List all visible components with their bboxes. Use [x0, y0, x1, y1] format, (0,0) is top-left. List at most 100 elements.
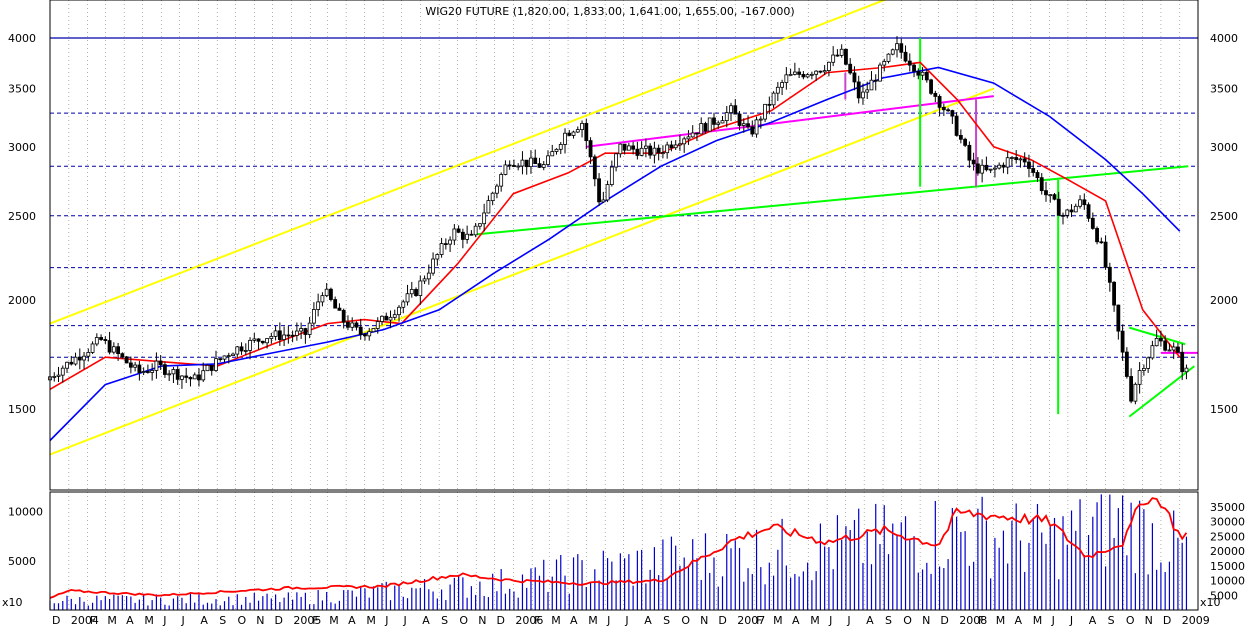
candle-body — [1163, 340, 1168, 351]
candle-body — [333, 299, 338, 309]
candle-body — [294, 330, 299, 336]
y-tick-label-right: 3500 — [1210, 83, 1238, 96]
x-tick-label: M — [551, 614, 561, 627]
candle-body — [792, 71, 797, 75]
candle-body — [512, 165, 516, 167]
candle-body — [141, 371, 146, 373]
candle-body — [375, 321, 380, 329]
volume-tick-left: 5000 — [8, 555, 36, 568]
x-tick-label: A — [792, 614, 800, 627]
volume-tick-right: 35000 — [1210, 501, 1245, 514]
candle-body — [1112, 281, 1116, 306]
y-tick-label-left: 2500 — [8, 210, 36, 223]
price-panel-border — [49, 0, 1199, 491]
candle-body — [682, 138, 687, 145]
candle-body — [626, 145, 631, 151]
x-tick-label: M — [329, 614, 339, 627]
candle-body — [741, 123, 746, 126]
candle-body — [448, 239, 452, 245]
volume-tick-right: 30000 — [1210, 516, 1245, 529]
candle-body — [729, 105, 733, 114]
x-tick-label: D — [940, 614, 948, 627]
x-tick-label: J — [606, 614, 610, 627]
x-tick-label: 2006 — [515, 614, 543, 627]
volume-tick-right: 25000 — [1210, 530, 1245, 543]
moving-average-line — [49, 61, 1181, 390]
candle-body — [248, 339, 252, 351]
x-tick-label: 2008 — [959, 614, 987, 627]
x-tick-label: A — [126, 614, 134, 627]
trend-line — [49, 0, 888, 325]
x-tick-label: J — [828, 614, 832, 627]
candle-body — [1120, 330, 1125, 353]
x-tick-label: N — [256, 614, 264, 627]
candle-body — [588, 140, 593, 158]
candle-body — [963, 138, 968, 146]
trend-line — [1129, 326, 1186, 346]
candle-body — [171, 369, 176, 375]
candle-body — [716, 122, 721, 125]
x-tick-label: F — [90, 614, 96, 627]
candle-body — [784, 74, 789, 83]
candle-body — [495, 185, 499, 194]
volume-tick-right: 5000 — [1210, 589, 1238, 602]
candle-body — [307, 322, 312, 335]
candle-body — [320, 295, 325, 303]
candle-body — [882, 61, 887, 66]
x-tick-label: F — [978, 614, 984, 627]
volume-tick-right: 20000 — [1210, 545, 1245, 558]
candle-body — [865, 89, 870, 93]
candle-body — [631, 145, 636, 150]
candle-body — [541, 164, 546, 168]
candle-body — [929, 79, 933, 94]
candle-body — [878, 64, 882, 82]
x-tick-label: J — [384, 614, 388, 627]
candle-body — [758, 118, 763, 121]
candle-body — [537, 163, 542, 168]
candle-body — [69, 361, 74, 365]
y-tick-label-left: 3500 — [8, 83, 36, 96]
candle-body — [286, 334, 291, 337]
x-tick-label: 2005 — [293, 614, 321, 627]
candle-body — [124, 356, 129, 364]
candle-body — [567, 132, 572, 136]
candle-body — [490, 192, 495, 202]
candle-body — [452, 228, 457, 241]
trend-line — [1128, 365, 1195, 418]
x-tick-label: A — [200, 614, 208, 627]
candle-body — [103, 339, 108, 341]
candle-body — [907, 60, 912, 66]
y-tick-label-right: 2500 — [1210, 210, 1238, 223]
candle-body — [414, 289, 418, 296]
x-tick-label: F — [534, 614, 540, 627]
trend-line — [586, 95, 994, 148]
candle-body — [780, 82, 784, 88]
y-tick-label-right: 3000 — [1210, 141, 1238, 154]
x-tick-label: J — [1051, 614, 1055, 627]
y-tick-label-left: 4000 — [8, 32, 36, 45]
candle-body — [984, 164, 989, 171]
candle-body — [175, 369, 180, 380]
candle-body — [665, 144, 670, 154]
candle-body — [111, 346, 116, 353]
candle-body — [643, 145, 648, 149]
candle-body — [822, 70, 827, 73]
candle-body — [720, 120, 725, 124]
candle-body — [967, 144, 972, 161]
candle-body — [580, 122, 584, 130]
candle-body — [465, 233, 470, 240]
candle-body — [303, 328, 308, 335]
candle-body — [256, 338, 261, 342]
candle-body — [145, 371, 150, 373]
candle-body — [1078, 199, 1082, 207]
candle-body — [107, 340, 112, 353]
price-candles — [48, 36, 1189, 405]
candle-body — [482, 212, 487, 225]
chart-title: WIG20 FUTURE (1,820.00, 1,833.00, 1,641.… — [425, 5, 794, 18]
candle-body — [609, 166, 614, 186]
candle-body — [575, 129, 580, 133]
candle-body — [771, 92, 776, 106]
candle-body — [460, 231, 465, 240]
candle-body — [401, 301, 406, 308]
x-tick-label: O — [681, 614, 690, 627]
